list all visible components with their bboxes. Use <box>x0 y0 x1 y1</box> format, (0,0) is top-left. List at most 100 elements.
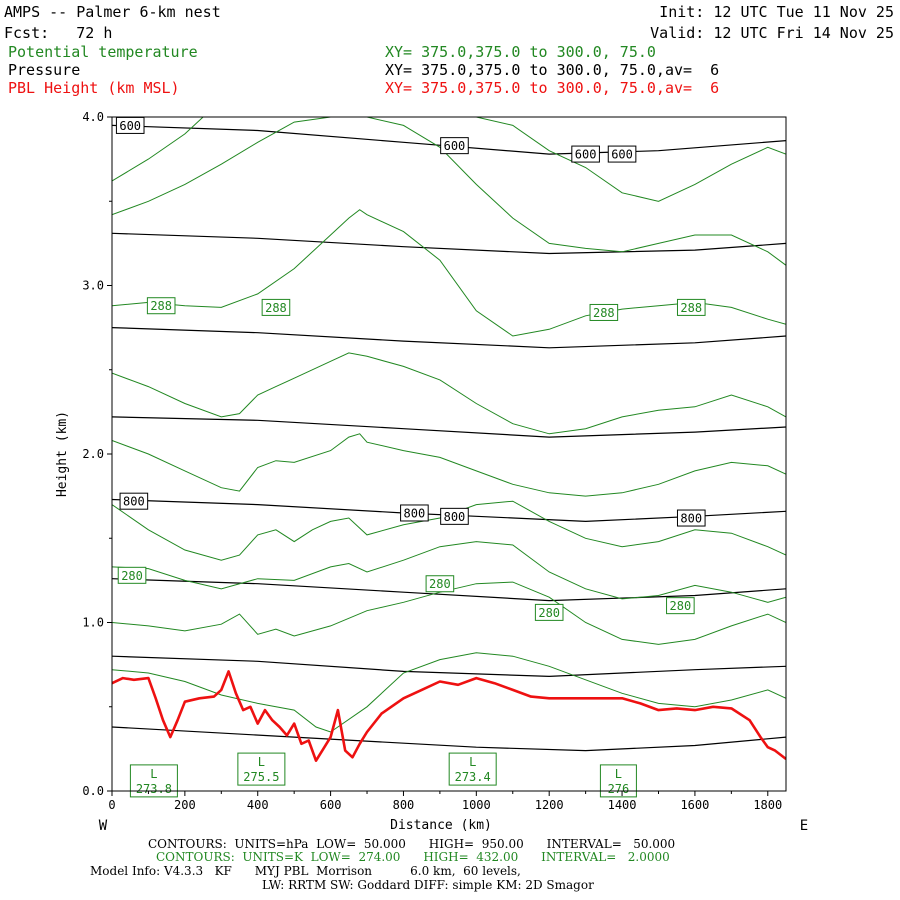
x-tick-label: 200 <box>174 798 196 812</box>
pressure-label-6-text: 800 <box>444 510 466 524</box>
x-end-left: W <box>99 818 108 834</box>
y-tick-label: 4.0 <box>82 110 104 124</box>
pressure-label-5: 800 <box>400 504 429 522</box>
pressure-isobars <box>112 124 786 752</box>
pressure-label-4-text: 800 <box>123 495 145 509</box>
pressure-label-4-box <box>119 492 149 510</box>
field-label-pressure: Pressure <box>8 61 81 79</box>
product-title: AMPS -- Palmer 6-km nest <box>4 3 221 21</box>
x-tick-label: 1000 <box>462 798 491 812</box>
pressure-label-2: 600 <box>571 145 600 163</box>
field-label-theta: Potential temperature <box>8 43 198 61</box>
low-marker-value: 273.8 <box>136 782 172 796</box>
field-xy-pbl: XY= 375.0,375.0 to 300.0, 75.0,av= 6 <box>385 79 720 97</box>
pressure-label-3: 600 <box>607 145 637 163</box>
theta-label-6-box <box>534 603 564 621</box>
theta-label-0-box <box>146 297 176 315</box>
pressure-label-7-box <box>676 509 706 527</box>
field-xy-pressure: XY= 375.0,375.0 to 300.0, 75.0,av= 6 <box>385 61 720 79</box>
pressure-label-0: 600 <box>115 116 145 134</box>
pressure-label-1: 600 <box>440 137 469 155</box>
low-marker-letter: L <box>150 767 157 781</box>
isobar-line-1 <box>112 655 786 678</box>
x-tick-label: 800 <box>393 798 415 812</box>
theta-label-0-text: 288 <box>150 299 172 313</box>
forecast-hour: Fcst: 72 h <box>4 24 113 42</box>
x-tick-label: 1800 <box>753 798 782 812</box>
x-end-right: E <box>800 818 808 834</box>
pressure-label-0-text: 600 <box>119 119 141 133</box>
low-marker-value: 275.5 <box>243 770 279 784</box>
axes: 0 200 400 600 800 1000 1200 1400 1600 1800 0.0 1.0 2… <box>82 110 782 812</box>
theta-label-5-box <box>425 575 455 593</box>
x-tick-label: 1600 <box>680 798 709 812</box>
isentrope-line-0 <box>112 652 786 733</box>
isobar-line-4 <box>112 416 786 438</box>
theta-label-2-text: 288 <box>593 306 615 320</box>
y-axis-title: Height (km) <box>55 411 70 497</box>
y-tick-label: 0.0 <box>82 784 104 798</box>
x-tick-label: 600 <box>320 798 342 812</box>
pressure-label-3-box <box>607 145 637 163</box>
y-tick-label: 3.0 <box>82 279 104 293</box>
theta-label-4-text: 280 <box>121 569 143 583</box>
low-marker-box <box>129 764 178 798</box>
footer-model-info-1: Model Info: V4.3.3 KF MYJ PBL Morrison 6… <box>90 864 521 878</box>
low-marker-box <box>237 752 286 786</box>
theta-label-7-box <box>666 597 695 615</box>
theta-label-5-text: 280 <box>429 577 451 591</box>
theta-label-7-text: 280 <box>670 599 692 613</box>
isentrope-line-5 <box>112 352 786 435</box>
pressure-label-1-text: 600 <box>444 139 466 153</box>
low-marker-letter: L <box>258 755 265 769</box>
footer-theta-contours: CONTOURS: UNITS=K LOW= 274.00 HIGH= 432.… <box>156 850 670 864</box>
low-marker-value: 276 <box>608 782 630 796</box>
valid-time: Valid: 12 UTC Fri 14 Nov 25 <box>650 24 894 42</box>
theta-label-4: 280 <box>117 566 147 584</box>
low-marker-box <box>448 752 497 786</box>
isobar-line-5 <box>112 327 786 349</box>
low-marker-value: 273.4 <box>455 770 491 784</box>
pressure-label-4: 800 <box>119 492 149 510</box>
pressure-label-1-box <box>440 137 469 155</box>
theta-label-1-box <box>261 298 291 316</box>
theta-label-3-box <box>676 298 706 316</box>
pressure-label-6: 800 <box>440 507 469 525</box>
y-tick-label: 2.0 <box>82 447 104 461</box>
x-tick-label: 400 <box>247 798 269 812</box>
theta-label-7: 280 <box>666 597 695 615</box>
y-tick-label: 1.0 <box>82 616 104 630</box>
isobar-line-0 <box>112 726 786 752</box>
field-label-pbl: PBL Height (km MSL) <box>8 79 180 97</box>
pressure-label-7-text: 800 <box>680 512 702 526</box>
x-tick-label: 1400 <box>608 798 637 812</box>
pressure-label-5-box <box>400 504 429 522</box>
isobar-line-6 <box>112 232 786 255</box>
theta-isentropes <box>112 117 786 733</box>
theta-label-5: 280 <box>425 575 455 593</box>
x-axis-title: Distance (km) <box>390 818 492 833</box>
plot-frame <box>111 116 787 792</box>
pbl-height-series <box>112 670 786 762</box>
pressure-label-3-text: 600 <box>611 148 633 162</box>
low-marker-letter: L <box>469 755 476 769</box>
theta-label-3: 288 <box>676 298 706 316</box>
isentrope-line-1 <box>112 581 786 645</box>
pressure-label-2-text: 600 <box>575 148 597 162</box>
pbl-height-line <box>112 670 786 762</box>
footer-model-info-2: LW: RRTM SW: Goddard DIFF: simple KM: 2D… <box>262 878 594 892</box>
isentrope-line-4 <box>112 433 786 497</box>
theta-label-6-text: 280 <box>538 606 560 620</box>
field-xy-theta: XY= 375.0,375.0 to 300.0, 75.0 <box>385 43 656 61</box>
pressure-label-7: 800 <box>676 509 706 527</box>
theta-label-1: 288 <box>261 298 291 316</box>
x-tick-label: 0 <box>108 798 115 812</box>
contour-labels: 600 600 600 600 800 800 800 800 288 288 288 288 280 2… <box>115 116 706 621</box>
theta-label-2-box <box>589 303 619 321</box>
